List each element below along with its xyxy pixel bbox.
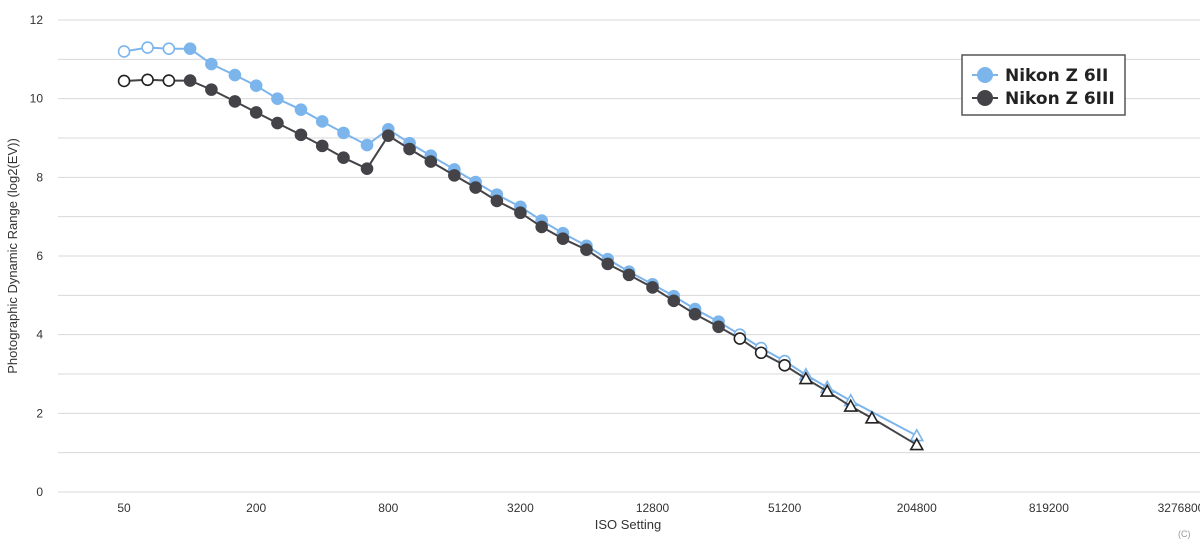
x-tick-label: 800 bbox=[378, 501, 398, 515]
data-point[interactable] bbox=[337, 151, 350, 164]
data-point[interactable] bbox=[249, 79, 263, 92]
data-point[interactable] bbox=[754, 346, 768, 360]
data-point[interactable] bbox=[162, 74, 176, 87]
data-point[interactable] bbox=[249, 106, 263, 119]
data-point[interactable] bbox=[688, 307, 702, 321]
legend-marker-z6iii bbox=[977, 90, 993, 106]
data-point[interactable] bbox=[819, 383, 835, 397]
y-tick-label: 10 bbox=[30, 92, 44, 106]
data-point[interactable] bbox=[424, 155, 438, 168]
x-tick-label: 51200 bbox=[768, 501, 802, 515]
x-tick-label: 3276800 bbox=[1158, 501, 1200, 515]
data-point[interactable] bbox=[733, 332, 747, 345]
data-point[interactable] bbox=[667, 294, 681, 308]
data-point[interactable] bbox=[843, 398, 859, 412]
y-tick-label: 4 bbox=[36, 328, 43, 342]
data-point[interactable] bbox=[205, 57, 218, 71]
y-gridlines bbox=[58, 19, 1200, 493]
data-point[interactable] bbox=[315, 139, 329, 153]
series-layer bbox=[117, 41, 925, 451]
y-tick-labels: 0 2 4 6 8 10 12 bbox=[30, 13, 44, 499]
x-tick-labels: 50 200 800 3200 12800 51200 204800 819200 327680… bbox=[117, 501, 1200, 515]
legend-item-z6iii[interactable]: Nikon Z 6III bbox=[972, 89, 1115, 109]
data-point[interactable] bbox=[514, 206, 527, 220]
data-point[interactable] bbox=[141, 73, 154, 87]
chart-credit: (C) bbox=[1178, 529, 1191, 539]
data-point[interactable] bbox=[162, 42, 176, 56]
data-point[interactable] bbox=[228, 68, 242, 82]
y-tick-label: 12 bbox=[30, 13, 44, 27]
series-line bbox=[124, 78, 918, 446]
y-tick-label: 6 bbox=[36, 249, 43, 263]
x-tick-label: 50 bbox=[117, 501, 131, 515]
y-axis-title: Photographic Dynamic Range (log2(EV)) bbox=[5, 138, 20, 374]
data-point[interactable] bbox=[294, 128, 308, 142]
legend-label-z6iii: Nikon Z 6III bbox=[1005, 89, 1115, 109]
y-tick-label: 2 bbox=[36, 406, 43, 420]
data-point[interactable] bbox=[448, 169, 461, 182]
data-point[interactable] bbox=[864, 410, 880, 424]
data-point[interactable] bbox=[141, 41, 154, 54]
legend-label-z6ii: Nikon Z 6II bbox=[1005, 66, 1108, 86]
x-axis-title: ISO Setting bbox=[595, 517, 661, 532]
data-point[interactable] bbox=[712, 320, 725, 334]
data-point[interactable] bbox=[535, 220, 548, 234]
data-point[interactable] bbox=[360, 162, 374, 175]
x-tick-label: 819200 bbox=[1029, 501, 1069, 515]
legend: Nikon Z 6II Nikon Z 6III bbox=[961, 54, 1126, 116]
legend-marker-z6ii bbox=[977, 67, 993, 83]
x-tick-label: 3200 bbox=[507, 501, 534, 515]
x-tick-label: 12800 bbox=[636, 501, 670, 515]
legend-box bbox=[961, 54, 1126, 116]
data-point[interactable] bbox=[183, 42, 197, 56]
data-point[interactable] bbox=[117, 45, 131, 58]
x-tick-label: 200 bbox=[246, 501, 266, 515]
data-point[interactable] bbox=[490, 194, 504, 208]
data-point[interactable] bbox=[909, 437, 925, 451]
data-point[interactable] bbox=[580, 243, 593, 257]
series-z6iii bbox=[117, 73, 925, 451]
y-tick-label: 0 bbox=[36, 485, 43, 499]
legend-item-z6ii[interactable]: Nikon Z 6II bbox=[972, 66, 1108, 86]
data-point[interactable] bbox=[778, 359, 791, 372]
data-point[interactable] bbox=[381, 129, 395, 142]
data-point[interactable] bbox=[622, 268, 636, 282]
data-point[interactable] bbox=[183, 74, 197, 87]
data-point[interactable] bbox=[228, 95, 242, 108]
data-point[interactable] bbox=[646, 281, 659, 294]
y-tick-label: 8 bbox=[36, 170, 43, 184]
data-point[interactable] bbox=[294, 103, 308, 116]
data-point[interactable] bbox=[271, 116, 284, 130]
data-point[interactable] bbox=[469, 181, 482, 194]
data-point[interactable] bbox=[556, 232, 570, 245]
data-point[interactable] bbox=[205, 83, 218, 96]
data-point[interactable] bbox=[403, 142, 416, 156]
data-point[interactable] bbox=[315, 115, 329, 128]
data-point[interactable] bbox=[798, 371, 814, 385]
data-point[interactable] bbox=[360, 138, 374, 152]
data-point[interactable] bbox=[601, 257, 615, 271]
data-point[interactable] bbox=[271, 92, 284, 105]
data-point[interactable] bbox=[117, 74, 131, 88]
x-tick-label: 204800 bbox=[897, 501, 937, 515]
data-point[interactable] bbox=[337, 126, 350, 140]
